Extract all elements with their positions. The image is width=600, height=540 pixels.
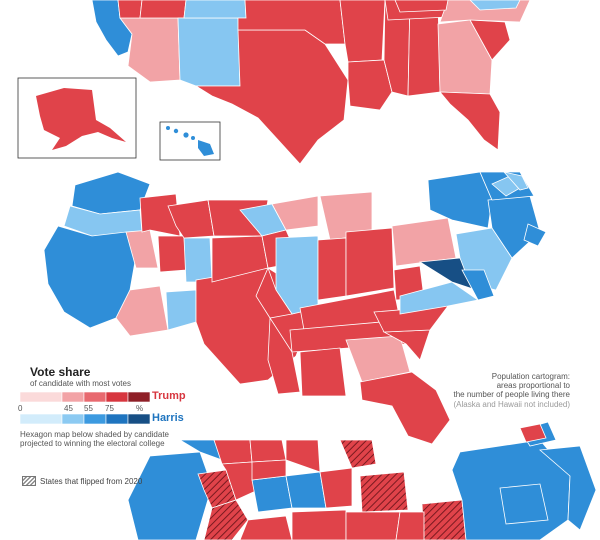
hex-map-note: Hexagon map below shaded by candidate pr… — [20, 430, 169, 448]
cart-ohio — [345, 227, 395, 297]
cart-maine — [502, 171, 529, 191]
hex-texas — [291, 509, 347, 540]
hex-note-line-2: projected to winning the electoral colle… — [20, 439, 165, 449]
cart-washington — [71, 171, 151, 215]
legend-title: Vote share — [30, 365, 91, 379]
cart-pennsylvania — [391, 217, 457, 267]
flipped-label: States that flipped from 2020 — [40, 476, 143, 486]
alaska-inset-frame — [17, 77, 137, 159]
cart-florida — [359, 371, 451, 445]
state-utah — [139, 0, 187, 19]
state-hawaii — [166, 126, 214, 156]
hex-utah — [221, 461, 259, 501]
tick-45: 45 — [64, 404, 73, 413]
legend-subtitle: of candidate with most votes — [30, 379, 131, 388]
state-virginia — [469, 0, 521, 11]
cart-arizona — [115, 285, 169, 337]
cart-virginia — [399, 281, 480, 315]
state-louisiana — [347, 59, 393, 111]
trump-ramp-3 — [105, 391, 129, 403]
hex-massachusetts — [539, 445, 597, 531]
hex-maine — [519, 423, 547, 443]
cart-utah — [157, 235, 187, 273]
hex-minnesota — [285, 471, 327, 509]
hex-idaho — [213, 439, 253, 465]
trump-ramp-4 — [127, 391, 151, 403]
state-arizona — [119, 17, 181, 83]
harris-ramp-3 — [105, 413, 129, 425]
state-arkansas — [339, 0, 386, 63]
hexagon-map — [127, 421, 597, 540]
population-cartogram — [43, 171, 547, 445]
hex-pennsylvania — [421, 499, 467, 540]
harris-label: Harris — [152, 412, 184, 424]
state-texas — [194, 29, 349, 165]
hex-montana — [249, 439, 287, 463]
harris-ramp-4 — [127, 413, 151, 425]
cart-colorado — [183, 237, 213, 283]
harris-ramp-0 — [19, 413, 63, 425]
state-colorado — [183, 0, 247, 19]
cartogram-note-line-1: Population cartogram: — [491, 372, 570, 381]
trump-label: Trump — [152, 390, 186, 402]
legend-ramps — [19, 391, 151, 425]
hex-michigan — [359, 471, 409, 513]
cartogram-note-line-4: (Alaska and Hawaii not included) — [453, 399, 570, 409]
hex-dakota — [285, 439, 321, 473]
state-mississippi — [383, 0, 411, 97]
flipped-legend: States that flipped from 2020 — [22, 476, 142, 486]
hex-iowa-nebraska — [319, 467, 353, 509]
cart-missouri — [255, 266, 293, 319]
trump-ramp-2 — [83, 391, 107, 403]
tick-0: 0 — [18, 404, 23, 413]
state-kentucky — [394, 0, 449, 13]
cartogram-note-line-3: the number of people living there — [453, 390, 570, 400]
tick-55: 55 — [84, 404, 93, 413]
trump-ramp-0 — [19, 391, 63, 403]
state-florida — [439, 91, 501, 151]
hex-ohio — [395, 511, 425, 540]
cart-montana — [167, 199, 215, 239]
hex-illinois — [345, 511, 401, 540]
tick-percent: % — [136, 404, 144, 413]
hex-virginia — [499, 483, 549, 525]
hex-colorado — [251, 475, 293, 513]
trump-ramp-1 — [61, 391, 85, 403]
cartogram-note: Population cartogram: areas proportional… — [370, 372, 570, 409]
cart-indiana — [317, 237, 347, 301]
harris-ramp-2 — [83, 413, 107, 425]
hex-arizona — [203, 499, 249, 540]
cart-mississippi-alabama — [299, 347, 347, 397]
state-new-mexico — [177, 17, 241, 87]
hex-california — [127, 451, 213, 540]
cart-delaware-dc — [461, 269, 495, 301]
state-nevada — [117, 0, 143, 19]
cart-new-mexico — [165, 289, 197, 331]
hex-new-mexico — [239, 515, 293, 540]
cart-rhode-island — [523, 223, 547, 247]
cart-arkansas-louisiana — [267, 316, 301, 395]
hex-note-line-1: Hexagon map below shaded by candidate — [20, 430, 169, 439]
tick-75: 75 — [105, 404, 114, 413]
hatch-swatch-icon — [22, 476, 36, 486]
cartogram-note-line-2: areas proportional to — [496, 381, 570, 391]
cart-idaho — [139, 193, 181, 237]
hex-wisconsin — [339, 439, 377, 469]
cart-wisconsin — [271, 195, 319, 231]
state-alaska — [36, 88, 126, 150]
geographic-map — [91, 0, 531, 165]
hex-wyoming — [251, 459, 287, 481]
hawaii-inset-frame — [159, 121, 221, 161]
harris-ramp-1 — [61, 413, 85, 425]
